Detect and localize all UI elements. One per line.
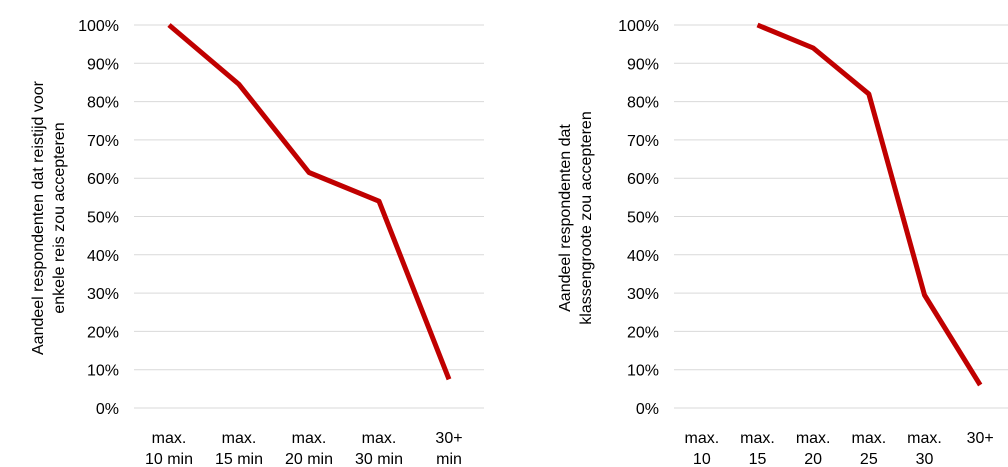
y-tick-label: 10% (87, 363, 119, 380)
x-tick-label: 10 (693, 451, 711, 467)
y-axis-label: Aandeel respondenten dat reistijd voor (30, 80, 47, 355)
x-tick-label: max. (740, 430, 775, 447)
y-tick-label: 20% (87, 324, 119, 341)
x-tick-label: 15 min (215, 451, 263, 467)
y-tick-label: 50% (87, 210, 119, 227)
chart-travel-time: 0% 10% 20% 30% 40% 50% 60% 70% 80% 90% 100% max. 10 … (30, 18, 484, 467)
x-tick-label: 20 min (285, 451, 333, 467)
x-tick-label: max. (222, 430, 257, 447)
y-tick-label: 0% (636, 401, 659, 418)
y-tick-label: 50% (627, 210, 659, 227)
x-tick-label: max. (152, 430, 187, 447)
x-tick-label: 30 min (355, 451, 403, 467)
y-tick-label: 70% (627, 133, 659, 150)
y-tick-label: 100% (78, 18, 119, 35)
x-tick-label: 10 min (145, 451, 193, 467)
x-tick-label: max. (684, 430, 719, 447)
x-tick-label: 30+ (967, 430, 994, 447)
y-tick-label: 30% (627, 286, 659, 303)
chart-class-size: 0% 10% 20% 30% 40% 50% 60% 70% 80% 90% 100% max. 10 m… (557, 18, 1008, 467)
x-tick-label: max. (907, 430, 942, 447)
y-tick-label: 10% (627, 363, 659, 380)
y-tick-label: 30% (87, 286, 119, 303)
y-tick-label: 90% (627, 56, 659, 73)
y-tick-label: 40% (87, 248, 119, 265)
y-tick-label: 100% (618, 18, 659, 35)
y-tick-label: 20% (627, 324, 659, 341)
x-tick-label: max. (796, 430, 831, 447)
x-tick-label: 30+ (435, 430, 462, 447)
x-tick-label: 25 (860, 451, 878, 467)
x-tick-label: 20 (804, 451, 822, 467)
x-tick-label: 15 (749, 451, 767, 467)
y-tick-label: 40% (627, 248, 659, 265)
y-axis-label: Aandeel respondenten dat (557, 124, 574, 312)
x-tick-label: min (436, 451, 462, 467)
y-tick-label: 0% (96, 401, 119, 418)
y-axis-label: enkele reis zou accepteren (51, 122, 68, 313)
y-tick-label: 60% (87, 171, 119, 188)
series-line (167, 23, 452, 381)
y-axis-label: klassengroote zou accepteren (578, 111, 595, 324)
y-tick-label: 70% (87, 133, 119, 150)
y-tick-label: 80% (87, 95, 119, 112)
x-tick-label: max. (292, 430, 327, 447)
x-tick-label: 30 (916, 451, 934, 467)
x-tick-label: max. (362, 430, 397, 447)
y-tick-label: 90% (87, 56, 119, 73)
y-tick-label: 80% (627, 95, 659, 112)
x-tick-label: max. (851, 430, 886, 447)
y-tick-label: 60% (627, 171, 659, 188)
